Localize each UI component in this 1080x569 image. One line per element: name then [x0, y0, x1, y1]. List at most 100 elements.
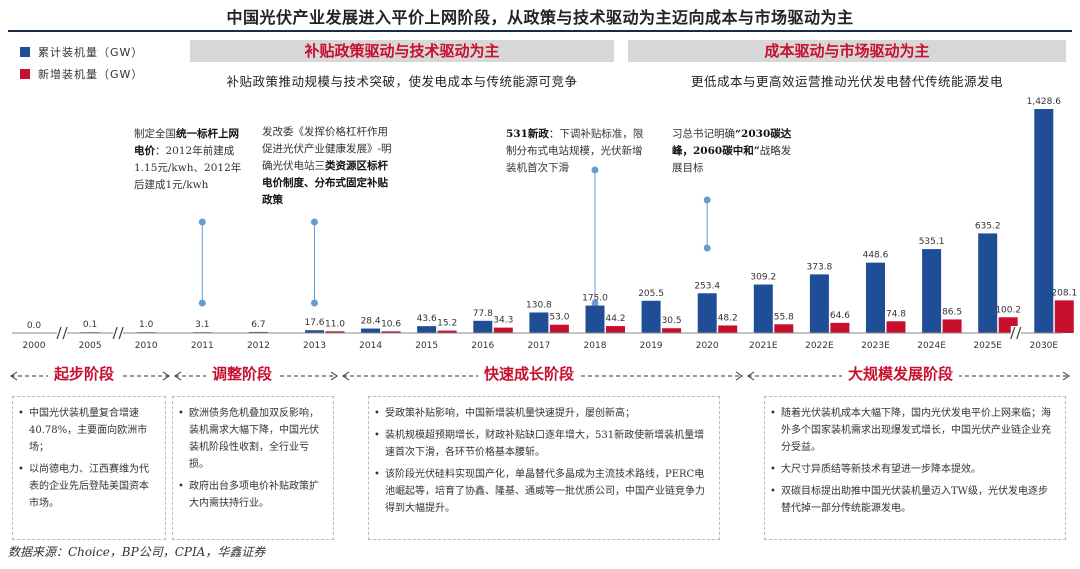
x-tick-label: 2005	[79, 341, 102, 351]
axis-break-mark	[1016, 326, 1022, 340]
callout-dot	[591, 166, 599, 174]
data-label-new: 11.0	[325, 319, 345, 329]
bar-chart: 0.0 0.1 1.0 3.1 6.7 17.6 11.0 28.4 10.6 43.6 15.2 7…	[12, 97, 1077, 351]
annotation-2013: 发改委《发挥价格杠杆作用促进光伏产业健康发展》-明确光伏电站三类资源区标杆电价制…	[262, 124, 396, 209]
phase-1-bullet: 以尚德电力、江西赛维为代表的企业先后登陆美国资本市场。	[18, 461, 157, 512]
phase-arrow-head	[162, 371, 170, 381]
axis-break-mark	[112, 326, 118, 340]
data-label-new: 53.0	[549, 313, 569, 323]
annotation-2018: 531新政：下调补贴标准，限制分布式电站规模，光伏新增装机首次下滑	[506, 126, 646, 177]
x-tick-label: 2019	[640, 341, 663, 351]
phase-1-bullet: 中国光伏装机量复合增速40.78%，主要面向欧洲市场；	[18, 405, 157, 456]
phase-arrow-head	[735, 371, 743, 381]
phase-arrow-head	[174, 371, 182, 381]
data-label-new: 74.8	[886, 309, 906, 319]
phase-box-2: 欧洲债务危机叠加双反影响，装机需求大幅下降，中国光伏装机阶段性收割，全行业亏损。…	[172, 396, 334, 540]
banner-right-sub: 更低成本与更高效运营推动光伏发电替代传统能源发电	[690, 74, 1003, 89]
phase-label-4: 大规模发展阶段	[842, 363, 960, 384]
data-label-new: 48.2	[718, 313, 738, 323]
phase-2-bullet: 政府出台多项电价补贴政策扩大内需扶持行业。	[178, 478, 325, 512]
x-tick-label: 2021E	[749, 341, 778, 351]
bar-cumulative	[361, 328, 381, 333]
x-tick-label: 2013	[303, 341, 326, 351]
x-tick-label: 2018	[584, 341, 607, 351]
x-tick-label: 2020	[696, 341, 719, 351]
annotation-2012-text1: 制定全国	[134, 128, 176, 140]
phase-3-bullet: 装机规模超预期增长，财政补贴缺口逐年增大，531新政使新增装机量增速首次下滑，各…	[374, 427, 711, 461]
data-label-cumulative: 448.6	[863, 251, 889, 261]
data-label-cumulative: 373.8	[807, 262, 833, 272]
callout-dot	[703, 244, 711, 252]
bar-new	[1054, 300, 1074, 333]
axis-break-mark	[56, 326, 62, 340]
bar-new	[718, 325, 738, 333]
callout-dot	[311, 218, 318, 226]
bar-new	[662, 328, 682, 333]
data-label-new: 34.3	[493, 316, 513, 326]
data-label-new: 15.2	[437, 319, 457, 329]
annotation-2018-bold: 531新政	[506, 128, 549, 140]
data-label-cumulative: 0.1	[83, 320, 97, 330]
data-label-cumulative: 175.0	[582, 294, 608, 304]
phase-label-2: 调整阶段	[206, 363, 279, 384]
bar-new	[493, 327, 513, 333]
phase-4-bullet: 随着光伏装机成本大幅下降，国内光伏发电平价上网来临；海外多个国家装机需求出现爆发…	[770, 405, 1057, 456]
phase-arrow-head	[10, 371, 18, 381]
page-title: 中国光伏产业发展进入平价上网阶段，从政策与技术驱动为主迈向成本与市场驱动为主	[226, 8, 854, 27]
callout-dot	[703, 196, 711, 204]
bar-new	[830, 322, 850, 333]
data-label-new: 10.6	[381, 319, 401, 329]
bar-cumulative	[809, 274, 829, 333]
data-label-new: 64.6	[830, 311, 850, 321]
data-source: 数据来源：Choice，BP公司，CPIA，华鑫证券	[8, 545, 266, 559]
phase-label-3: 快速成长阶段	[478, 363, 581, 384]
x-tick-label: 2015	[415, 341, 438, 351]
data-label-cumulative: 3.1	[195, 320, 209, 330]
callout-dot	[591, 299, 599, 307]
axis-break-mark	[62, 326, 68, 340]
annotation-2012-bold: 统一标杆上网电价	[134, 128, 239, 157]
x-tick-label: 2014	[359, 341, 382, 351]
data-label-new: 55.8	[774, 312, 794, 322]
data-label-cumulative: 17.6	[304, 318, 324, 328]
bar-new	[549, 324, 569, 333]
phase-arrow-head	[330, 371, 338, 381]
x-tick-label: 2022E	[805, 341, 834, 351]
data-label-cumulative: 130.8	[526, 300, 552, 310]
annotation-2020-text1: 习总书记明确	[672, 128, 735, 140]
bar-cumulative	[417, 326, 437, 333]
data-label-cumulative: 43.6	[417, 314, 437, 324]
phase-3-bullet: 受政策补贴影响，中国新增装机量快速提升，屡创新高；	[374, 405, 711, 422]
callout-dot	[311, 299, 318, 307]
phase-4-bullet: 双碳目标提出助推中国光伏装机量迈入TW级，光伏发电逐步替代掉一部分传统能源发电。	[770, 483, 1057, 517]
bars-layer: 0.0 0.1 1.0 3.1 6.7 17.6 11.0 28.4 10.6 43.6 15.2 7…	[27, 97, 1077, 333]
bar-new	[606, 326, 625, 333]
bar-cumulative	[305, 330, 324, 333]
axis-break-mark	[1010, 326, 1016, 340]
phase-4-bullet: 大尺寸异质结等新技术有望进一步降本提效。	[770, 461, 1057, 478]
title-divider	[8, 30, 1072, 32]
legend-label-new: 新增装机量（GW）	[38, 68, 144, 81]
phase-arrow-head	[342, 371, 350, 381]
axis-break-mask	[113, 326, 124, 340]
phase-box-4: 随着光伏装机成本大幅下降，国内光伏发电平价上网来临；海外多个国家装机需求出现爆发…	[764, 396, 1066, 540]
bar-cumulative	[585, 305, 605, 333]
legend-item-cumulative: 累计装机量（GW）	[20, 44, 143, 60]
annotation-2020-bold: “2030碳达峰，2060碳中和”	[672, 128, 792, 157]
x-tick-label: 2017	[527, 341, 550, 351]
bar-new	[942, 319, 962, 333]
legend-swatch-new	[20, 69, 30, 79]
data-label-cumulative: 253.4	[694, 281, 720, 291]
legend-label-cumulative: 累计装机量（GW）	[38, 46, 144, 59]
annotation-2020-text2: 战略发展目标	[672, 145, 792, 174]
phase-3-bullet: 该阶段光伏硅料实现国产化，单晶替代多晶成为主流技术路线，PERC电池崛起等，培育…	[374, 466, 711, 517]
annotation-2012-text2: ：2012年前建成1.15元/kwh、2012年后建成1元/kwh	[134, 145, 242, 191]
bar-new	[774, 324, 794, 333]
x-tick-label: 2024E	[917, 341, 946, 351]
bar-cumulative	[753, 284, 773, 333]
x-tick-label: 2030E	[1030, 341, 1059, 351]
data-label-cumulative: 28.4	[361, 317, 381, 327]
bar-cumulative	[697, 293, 717, 333]
data-label-new: 44.2	[605, 314, 625, 324]
bar-cumulative	[1034, 109, 1054, 333]
